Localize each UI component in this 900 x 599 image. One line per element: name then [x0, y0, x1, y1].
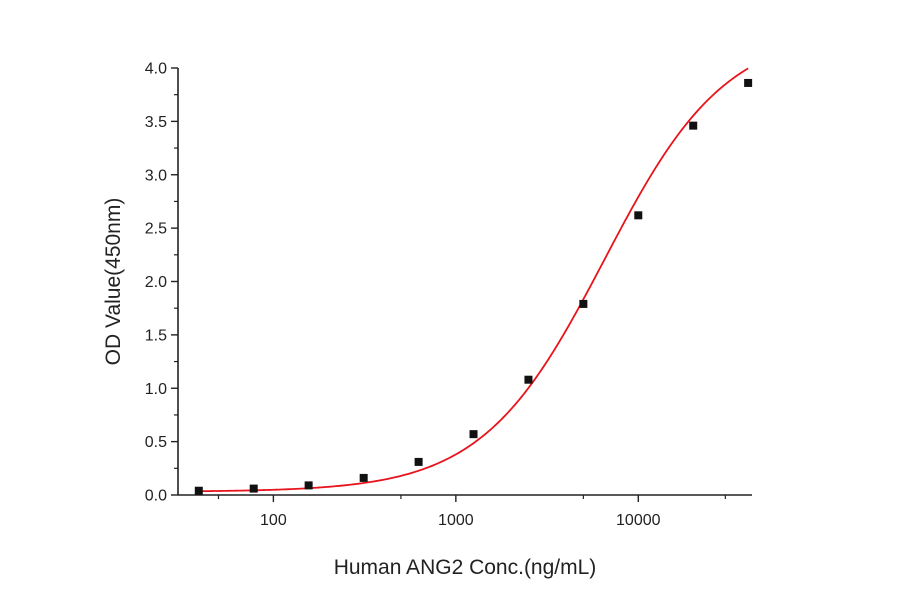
y-tick-label: 4.0 [145, 61, 167, 78]
data-point [249, 484, 258, 493]
data-point [304, 481, 313, 490]
x-tick-label: 1000 [438, 512, 474, 529]
x-tick-label: 100 [260, 512, 287, 529]
y-tick-label: 2.0 [145, 274, 167, 291]
y-tick-label: 1.0 [145, 381, 167, 398]
data-point [634, 211, 643, 220]
y-tick-label: 3.0 [145, 167, 167, 184]
data-point [414, 457, 423, 466]
y-tick-label: 2.5 [145, 221, 167, 238]
data-point [359, 473, 368, 482]
data-point [524, 375, 533, 384]
y-tick-label: 0.5 [145, 434, 167, 451]
y-tick-label: 1.5 [145, 327, 167, 344]
data-point [579, 299, 588, 308]
y-tick-label: 3.5 [145, 114, 167, 131]
data-point [194, 486, 203, 495]
data-point [744, 78, 753, 87]
fit-curve [198, 67, 749, 493]
y-axis-title: OD Value(450nm) [102, 198, 125, 366]
y-tick-label: 0.0 [145, 488, 167, 505]
data-point [689, 121, 698, 130]
x-tick-label: 10000 [616, 512, 661, 529]
data-point [469, 430, 478, 439]
x-axis-title: Human ANG2 Conc.(ng/mL) [334, 556, 597, 579]
